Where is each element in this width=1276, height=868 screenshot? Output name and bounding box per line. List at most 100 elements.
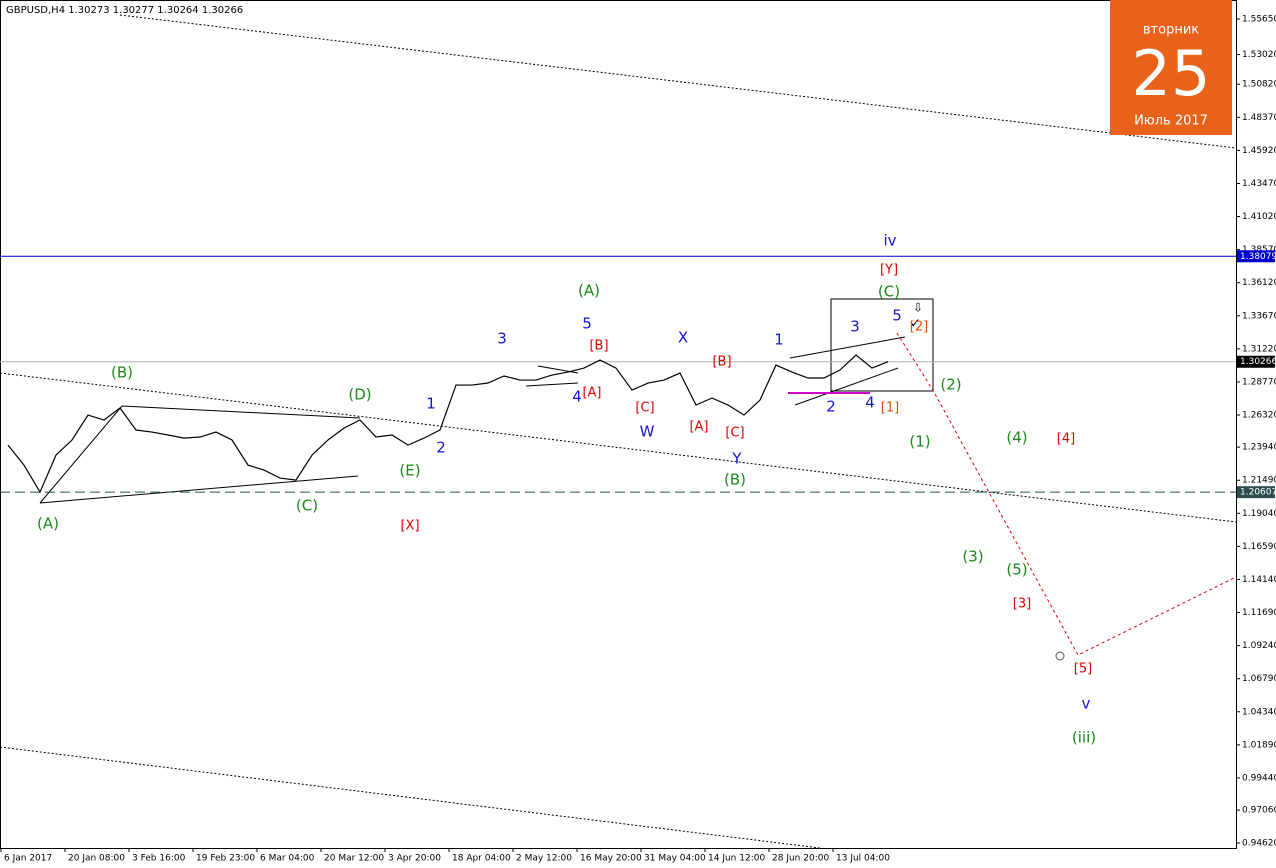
wave-label: [A] bbox=[689, 420, 708, 435]
level-label-bg bbox=[1237, 250, 1275, 263]
y-tick-label: 1.06790 bbox=[1242, 674, 1276, 684]
x-tick-label: 31 May 04:00 bbox=[644, 854, 706, 864]
y-tick-label: 1.38570 bbox=[1242, 245, 1276, 255]
wave-label: 1 bbox=[426, 395, 436, 413]
wave-label: W bbox=[640, 423, 655, 441]
x-tick-label: 6 Mar 04:00 bbox=[260, 854, 315, 864]
level-label: 1.30266 bbox=[1240, 357, 1276, 367]
wedge-line bbox=[789, 336, 906, 359]
wave-label: [5] bbox=[1074, 662, 1092, 677]
widget-day: 25 bbox=[1132, 37, 1211, 110]
y-tick-label: 1.41020 bbox=[1242, 212, 1276, 222]
focus-box bbox=[830, 298, 934, 392]
x-tick-label: 13 Jul 04:00 bbox=[836, 854, 890, 864]
wave-label: 5 bbox=[582, 315, 592, 333]
wave-label: 2 bbox=[826, 398, 836, 416]
triangle-line bbox=[39, 405, 361, 504]
wave-label: [B] bbox=[589, 339, 608, 354]
plot-frame bbox=[0, 0, 1237, 849]
marker-icon bbox=[1055, 651, 1065, 661]
y-tick-label: 1.19040 bbox=[1242, 509, 1276, 519]
wave-label: (iii) bbox=[1072, 729, 1096, 747]
wave-label: (3) bbox=[962, 548, 983, 566]
wave-label: 4 bbox=[572, 388, 582, 406]
y-tick-label: 1.09240 bbox=[1242, 641, 1276, 651]
wave-label: (C) bbox=[296, 497, 318, 515]
wave-label: 1 bbox=[774, 331, 784, 349]
wave-label: [2] bbox=[910, 320, 928, 335]
x-tick-label: 28 Jun 20:00 bbox=[772, 854, 829, 864]
y-tick-label: 1.26320 bbox=[1242, 411, 1276, 421]
x-tick-label: 20 Jan 08:00 bbox=[68, 854, 125, 864]
wave-label: [B] bbox=[712, 355, 731, 370]
wave-label: (D) bbox=[348, 386, 371, 404]
level-label-bg bbox=[1237, 486, 1275, 499]
wave-label: (1) bbox=[909, 433, 930, 451]
wave-label: 4 bbox=[865, 394, 875, 412]
wave-label: iv bbox=[883, 232, 896, 250]
wave-label: [Y] bbox=[880, 263, 898, 278]
trend-line bbox=[0, 372, 1237, 523]
widget-month: Июль 2017 bbox=[1134, 114, 1208, 129]
y-tick-label: 1.16590 bbox=[1242, 542, 1276, 552]
x-tick-label: 2 May 12:00 bbox=[516, 854, 572, 864]
check-icon: ✓ bbox=[910, 317, 921, 332]
wave-label: [C] bbox=[725, 426, 744, 441]
wave-label: (E) bbox=[399, 462, 420, 480]
y-tick-label: 1.23940 bbox=[1242, 443, 1276, 453]
y-tick-label: 1.28770 bbox=[1242, 377, 1276, 387]
y-tick-label: 1.21490 bbox=[1242, 476, 1276, 486]
wave-label: [3] bbox=[1013, 597, 1031, 612]
y-tick-label: 1.45920 bbox=[1242, 146, 1276, 156]
wedge-line bbox=[794, 367, 899, 406]
wave-label: [4] bbox=[1057, 432, 1075, 447]
wave-label: v bbox=[1082, 695, 1091, 713]
y-tick-label: 1.33670 bbox=[1242, 311, 1276, 321]
arrow-icon: ⇩ bbox=[913, 301, 923, 315]
y-tick-label: 1.50820 bbox=[1242, 80, 1276, 90]
x-tick-label: 20 Mar 12:00 bbox=[324, 854, 384, 864]
wave-label: (2) bbox=[940, 376, 961, 394]
wave-label: [A] bbox=[582, 386, 601, 401]
x-tick-label: 3 Apr 20:00 bbox=[388, 854, 441, 864]
wave-label: (B) bbox=[724, 471, 746, 489]
y-tick-label: 1.11690 bbox=[1242, 608, 1276, 618]
date-widget: вторник 25 Июль 2017 bbox=[1110, 0, 1232, 135]
y-tick-label: 0.94620 bbox=[1242, 839, 1276, 849]
triangle-line bbox=[39, 475, 359, 504]
level-label: 1.20607 bbox=[1240, 488, 1276, 498]
x-tick-label: 3 Feb 16:00 bbox=[132, 854, 186, 864]
y-tick-label: 1.14140 bbox=[1242, 575, 1276, 585]
wave-label: [X] bbox=[400, 519, 419, 534]
y-tick-label: 1.43470 bbox=[1242, 179, 1276, 189]
y-tick-label: 1.01890 bbox=[1242, 740, 1276, 750]
wave-label: 3 bbox=[850, 318, 860, 336]
y-tick-label: 1.04340 bbox=[1242, 707, 1276, 717]
wave-label: 2 bbox=[436, 439, 446, 457]
wave-label: 3 bbox=[497, 330, 507, 348]
y-tick-label: 1.31220 bbox=[1242, 344, 1276, 354]
wave-label: Y bbox=[731, 450, 742, 468]
x-tick-label: 16 May 20:00 bbox=[580, 854, 642, 864]
projection-line bbox=[896, 332, 1237, 656]
price-line bbox=[7, 354, 889, 494]
wave-label: (5) bbox=[1006, 561, 1027, 579]
x-tick-label: 14 Jun 12:00 bbox=[708, 854, 765, 864]
y-tick-label: 1.53020 bbox=[1242, 50, 1276, 60]
wave-label: (A) bbox=[37, 515, 59, 533]
wave-label: [C] bbox=[635, 401, 654, 416]
wave-label: (4) bbox=[1006, 429, 1027, 447]
wave-label: (C) bbox=[878, 283, 900, 301]
chart-title: GBPUSD,H4 1.30273 1.30277 1.30264 1.3026… bbox=[6, 5, 243, 16]
level-label-bg bbox=[1237, 355, 1275, 368]
y-tick-label: 1.55650 bbox=[1242, 15, 1276, 25]
y-tick-label: 1.48370 bbox=[1242, 113, 1276, 123]
x-tick-label: 6 Jan 2017 bbox=[4, 854, 52, 864]
trend-line bbox=[119, 14, 1237, 149]
wave-label: 5 bbox=[892, 307, 902, 325]
wave-label: (B) bbox=[111, 364, 133, 382]
y-tick-label: 0.99440 bbox=[1242, 773, 1276, 783]
